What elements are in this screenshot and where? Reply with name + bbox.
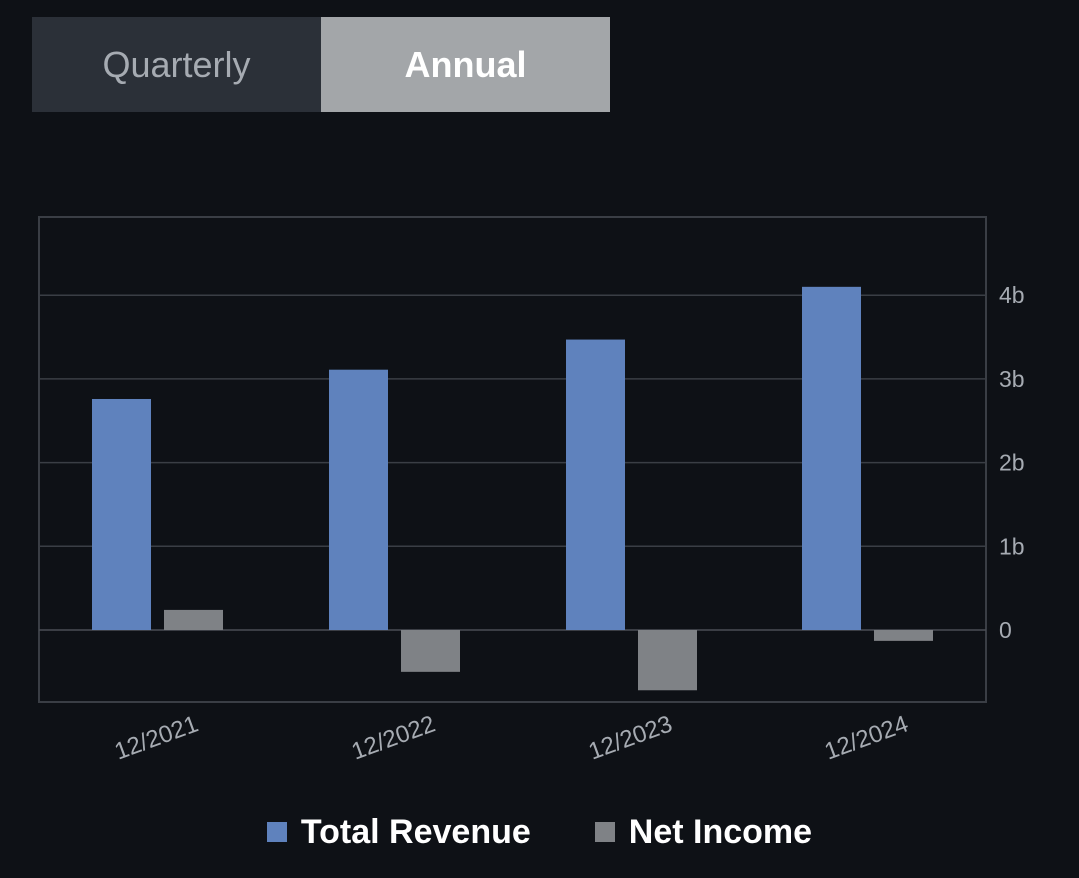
net-income-label: Net Income (628, 812, 813, 851)
net-income-swatch (594, 822, 615, 842)
y-tick-label: 2b (999, 450, 1025, 476)
revenue-income-chart: 0 1b 2b 3b 4b 12/2021 12/2022 12/2023 12/2024 (38, 216, 1025, 765)
x-tick-label: 12/2022 (348, 710, 439, 765)
legend-item-total-revenue[interactable]: Total Revenue (266, 812, 531, 852)
chart-legend: Total Revenue Net Income (0, 806, 1079, 858)
x-tick-label: 12/2021 (111, 710, 202, 765)
annual-tab[interactable]: Annual (321, 17, 610, 112)
legend-item-net-income[interactable]: Net Income (594, 812, 813, 852)
total-revenue-bar[interactable] (92, 398, 151, 630)
period-toggle: Quarterly Annual (32, 17, 610, 112)
net-income-bar[interactable] (401, 630, 460, 672)
quarterly-tab[interactable]: Quarterly (32, 17, 321, 112)
x-tick-label: 12/2024 (821, 710, 912, 765)
y-tick-label: 4b (999, 282, 1025, 308)
total-revenue-bar[interactable] (802, 286, 861, 630)
x-tick-label: 12/2023 (585, 710, 676, 765)
plot-frame (38, 216, 987, 703)
y-tick-label: 0 (999, 617, 1012, 643)
net-income-bar[interactable] (638, 630, 697, 691)
total-revenue-swatch (266, 822, 287, 842)
net-income-bar[interactable] (164, 609, 223, 630)
y-tick-label: 3b (999, 366, 1025, 392)
total-revenue-bar[interactable] (566, 339, 625, 630)
net-income-bar[interactable] (874, 630, 933, 641)
total-revenue-label: Total Revenue (300, 812, 531, 851)
y-tick-label: 1b (999, 533, 1025, 559)
total-revenue-bar[interactable] (329, 369, 388, 630)
